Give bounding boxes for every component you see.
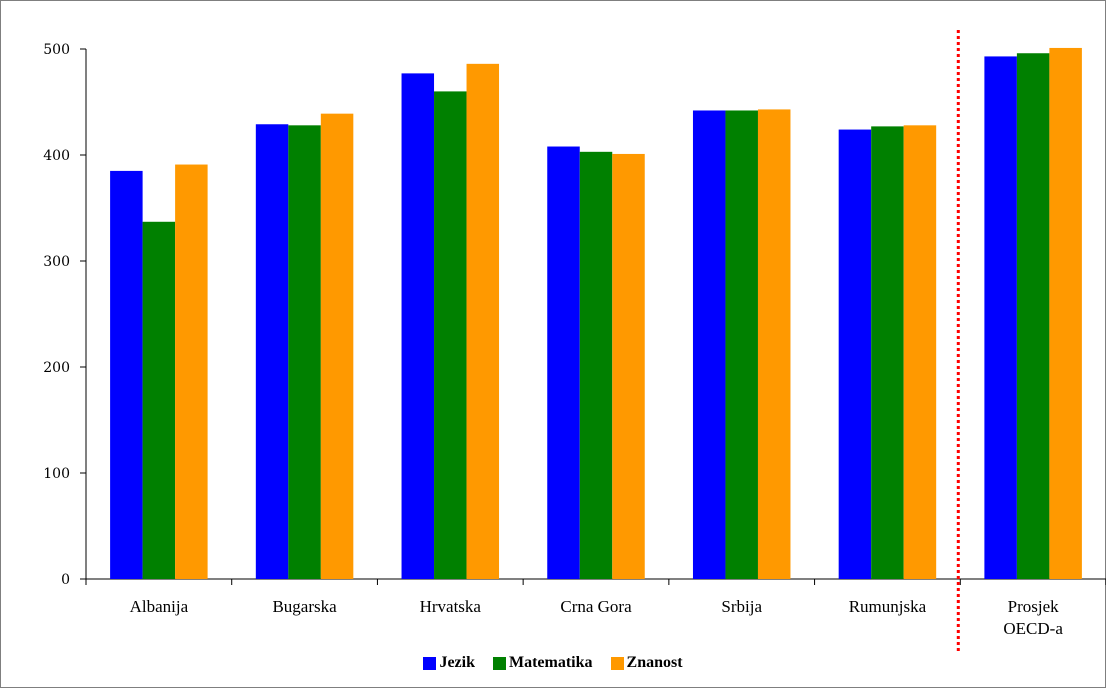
legend-label: Jezik	[439, 654, 475, 671]
bar-jezik-2	[401, 73, 435, 579]
y-tick-label: 300	[43, 254, 70, 270]
x-tick-label: Rumunjska	[849, 597, 927, 616]
bar-matematika-6	[1016, 53, 1050, 580]
legend: Jezik Matematika Znanost	[0, 654, 1106, 672]
bar-chart: 0 100 200 300 400 500 Albanija Bugarska Hrvatska…	[43, 30, 1106, 652]
bar-znanost-6	[1049, 47, 1082, 579]
bar-znanost-3	[612, 153, 645, 579]
legend-item-znanost: Znanost	[610, 654, 683, 672]
bar-matematika-0	[142, 221, 176, 579]
bar-jezik-0	[110, 170, 143, 579]
bar-znanost-2	[466, 63, 500, 579]
bar-znanost-5	[903, 125, 937, 579]
bar-znanost-4	[757, 109, 791, 580]
x-tick-label: Crna Gora	[560, 597, 632, 616]
x-tick-label: Bugarska	[272, 597, 337, 616]
legend-swatch	[423, 656, 437, 670]
bar-jezik-6	[984, 56, 1017, 580]
legend-item-jezik: Jezik	[423, 654, 475, 672]
legend-label: Znanost	[626, 654, 683, 671]
x-tick-label: Albanija	[130, 597, 189, 616]
x-tick-label: Prosjek	[1008, 597, 1060, 616]
bar-matematika-3	[579, 151, 613, 579]
bar-jezik-5	[838, 129, 872, 579]
y-tick-label: 100	[43, 466, 70, 482]
x-tick-label: OECD-a	[1003, 619, 1063, 638]
bar-matematika-4	[725, 110, 758, 579]
x-tick-label: Hrvatska	[420, 597, 482, 616]
bar-jezik-1	[255, 124, 289, 579]
bar-znanost-1	[320, 113, 354, 579]
legend-item-matematika: Matematika	[492, 654, 593, 672]
y-tick-label: 0	[61, 572, 70, 588]
bar-matematika-1	[288, 125, 321, 579]
bar-matematika-2	[434, 91, 467, 580]
y-tick-label: 400	[43, 148, 70, 164]
legend-swatch	[610, 656, 624, 670]
bar-matematika-5	[871, 126, 904, 579]
bar-jezik-4	[692, 110, 726, 579]
legend-swatch	[492, 656, 506, 670]
x-tick-label: Srbija	[721, 597, 762, 616]
bar-znanost-0	[175, 164, 208, 580]
legend-label: Matematika	[508, 654, 593, 671]
y-tick-label: 500	[43, 42, 70, 58]
bar-jezik-3	[547, 146, 580, 579]
y-tick-label: 200	[43, 360, 70, 376]
